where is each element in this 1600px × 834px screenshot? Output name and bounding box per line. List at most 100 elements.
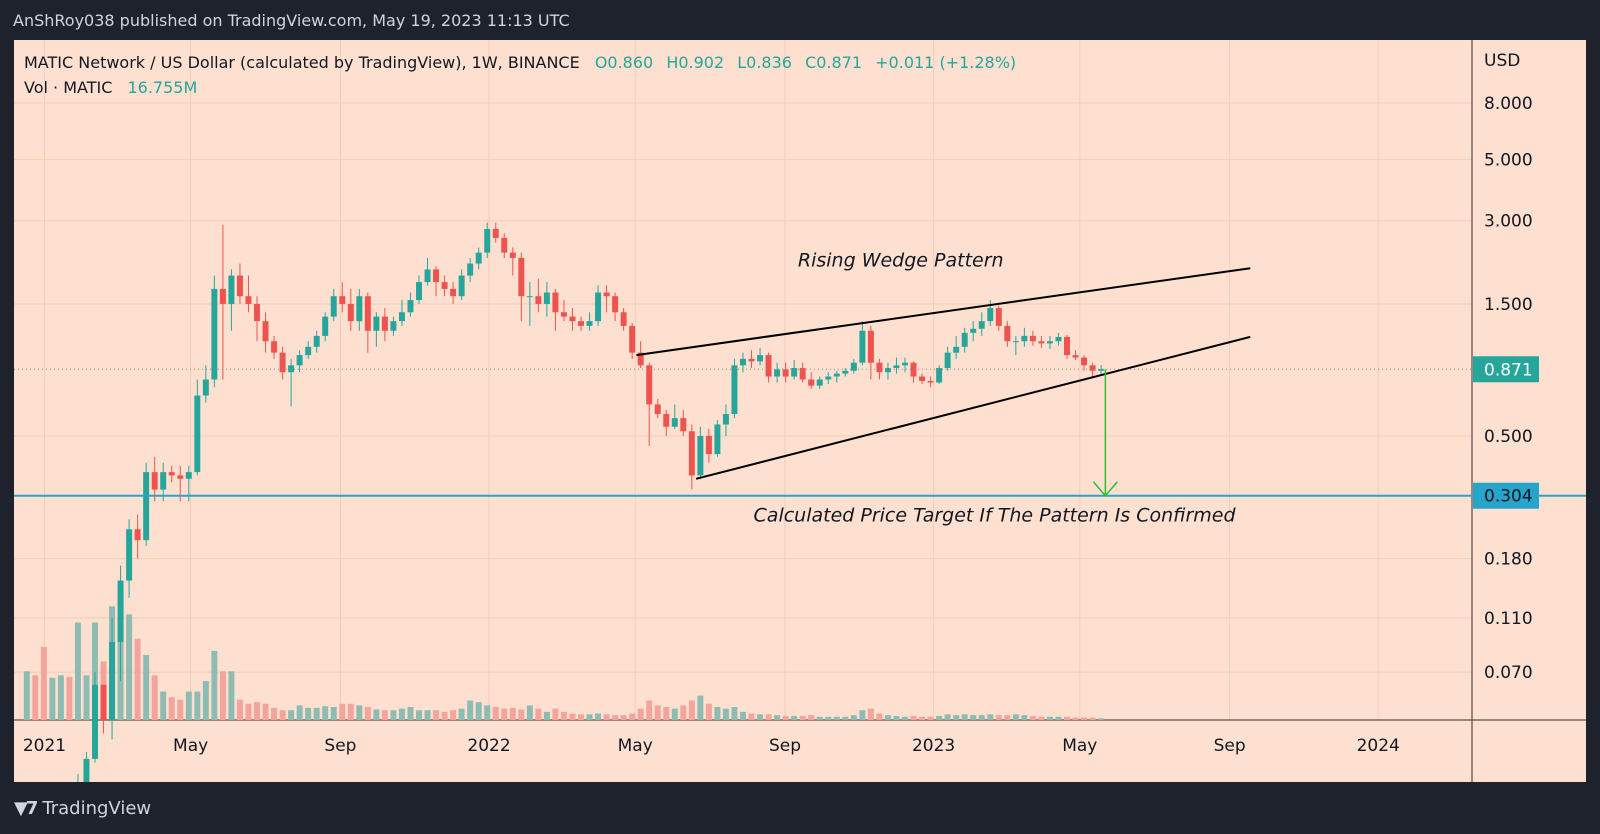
candle-body (1072, 355, 1079, 358)
candle-body (441, 282, 448, 289)
price-axis[interactable]: USD 8.000 5.000 3.000 1.500 0.500 0.180 0.110 0.… (1473, 51, 1539, 683)
candle-body (322, 316, 329, 336)
volume-bar (1081, 717, 1088, 720)
candle-body (953, 346, 960, 353)
candle-body (526, 296, 533, 298)
candle-body (330, 296, 337, 317)
candle-body (774, 369, 781, 377)
candle-body (407, 300, 414, 313)
volume-bar (654, 705, 661, 720)
candle-body (168, 472, 175, 476)
volume-bar (288, 710, 295, 720)
volume-bar (688, 700, 695, 720)
volume-bar (902, 716, 908, 720)
candle-body (254, 303, 260, 322)
candle-body (654, 404, 661, 415)
volume-bar (74, 622, 81, 720)
price-tag-box[interactable] (1473, 482, 1539, 509)
volume-bar (339, 703, 346, 720)
candle-body (620, 312, 627, 326)
candle-body (381, 316, 388, 331)
volume-bar (467, 700, 474, 720)
candle-body (518, 257, 525, 297)
volume-bar (850, 715, 857, 720)
candle-body (492, 228, 499, 238)
volume-bar (714, 707, 721, 720)
volume-bar (757, 714, 764, 720)
volume-bar (313, 707, 320, 720)
pattern-overlays: Rising Wedge Pattern Calculated Price Tar… (14, 249, 1586, 527)
volume-bar (458, 708, 465, 720)
candle-body (927, 380, 934, 383)
time-axis[interactable]: 2021 May Sep 2022 May Sep 2023 May Sep 2024 (23, 736, 1400, 756)
volume-bar (995, 715, 1002, 720)
candle-body (356, 296, 363, 322)
volume-bar (731, 707, 738, 720)
legend-volume-value: 16.755M (127, 78, 197, 97)
candle-body (714, 424, 721, 455)
candle-body (398, 312, 405, 322)
candle-body (595, 292, 602, 322)
candle-body (347, 303, 354, 322)
candle-body (612, 296, 619, 313)
candle-body (100, 684, 107, 720)
chart-frame[interactable]: Rising Wedge Pattern Calculated Price Tar… (14, 40, 1586, 782)
legend-high: H0.902 (666, 53, 724, 72)
time-tick-label: Sep (769, 736, 801, 756)
candle-body (288, 365, 295, 373)
volume-bar (833, 716, 840, 720)
candle-body (373, 316, 380, 331)
chart-legend: MATIC Network / US Dollar (calculated by… (24, 53, 1016, 97)
candle-body (722, 414, 729, 425)
volume-bar (620, 715, 627, 720)
candle-body (228, 275, 235, 304)
volume-bar (322, 706, 329, 720)
volume-bar (202, 681, 209, 720)
volume-bar (501, 708, 508, 720)
volume-bar (143, 655, 150, 720)
time-tick-label: May (173, 736, 208, 756)
volume-bar (552, 708, 559, 720)
time-tick-label: 2021 (23, 736, 66, 756)
candle-body (757, 355, 764, 362)
volume-bar (808, 715, 815, 720)
volume-bar (66, 676, 73, 720)
price-tick-label: 8.000 (1484, 94, 1533, 114)
candle-body (1046, 341, 1053, 344)
candle-body (893, 365, 900, 369)
target-arrow-head[interactable] (1092, 481, 1118, 497)
volume-bar (884, 715, 891, 720)
price-tick-label: 0.500 (1484, 427, 1533, 447)
volume-bar (424, 710, 431, 720)
candle-body (458, 275, 465, 297)
volume-bar (228, 671, 235, 720)
volume-bar (722, 708, 729, 720)
volume-bar (1038, 716, 1045, 720)
candle-body (313, 335, 320, 347)
candle-body (185, 472, 192, 479)
wedge-lower-line[interactable] (695, 335, 1251, 480)
tradingview-brand[interactable]: ▼7 TradingView (14, 798, 151, 819)
wedge-upper-line[interactable] (636, 267, 1251, 357)
candle-body (467, 263, 474, 276)
candle-body (305, 346, 312, 356)
candle-body (416, 282, 422, 301)
volume-bar (560, 711, 567, 720)
candle-body (765, 355, 772, 377)
volume-bar (245, 703, 252, 720)
volume-bar (475, 702, 482, 720)
candle-body (833, 373, 840, 377)
volume-bar (987, 714, 994, 720)
candle-body (1012, 341, 1019, 343)
volume-bar (919, 716, 926, 720)
volume-bar (867, 708, 874, 720)
volume-bar (211, 650, 218, 720)
volume-bar (671, 708, 678, 720)
brand-label: TradingView (42, 798, 152, 819)
price-tag-box[interactable] (1473, 356, 1539, 383)
price-chart[interactable]: Rising Wedge Pattern Calculated Price Tar… (14, 40, 1586, 782)
candle-body (1081, 357, 1088, 366)
candle-body (1089, 365, 1096, 371)
volume-bar (390, 710, 397, 720)
tradingview-logo-icon: ▼7 (14, 798, 38, 819)
